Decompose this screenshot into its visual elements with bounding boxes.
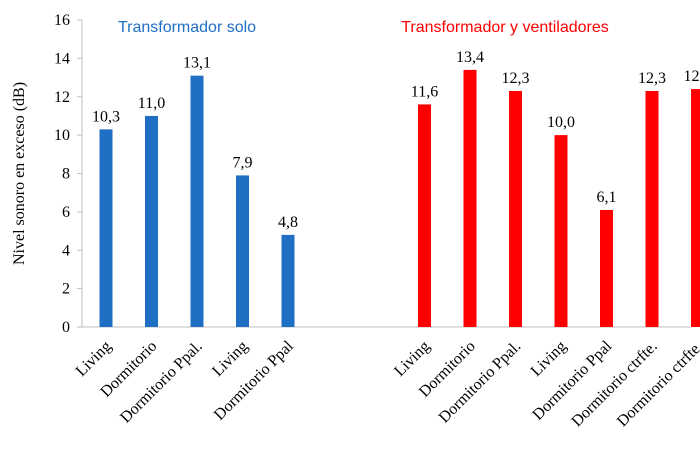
bar xyxy=(281,234,295,327)
y-tick-label: 10 xyxy=(54,127,70,144)
bar xyxy=(236,175,249,327)
group-title: Transformador y ventiladores xyxy=(401,19,609,36)
data-label: 13,1 xyxy=(183,55,211,72)
y-tick-label: 2 xyxy=(62,281,70,298)
bar xyxy=(600,209,613,327)
bar xyxy=(145,115,158,327)
x-tick-label: Dormitorio Ppal. xyxy=(117,338,206,427)
x-tick-label: Dormitorio Ppal xyxy=(529,337,615,423)
axes: 0 2 4 6 8 10 12 14 16 xyxy=(54,12,690,336)
bar xyxy=(509,90,522,328)
bar xyxy=(99,129,113,327)
y-tick-label: 4 xyxy=(62,242,70,259)
x-tick-label: Dormitorio Ppal xyxy=(211,337,297,423)
data-label: 11,6 xyxy=(411,83,438,100)
y-axis-label: Nivel sonoro en exceso (dB) xyxy=(11,82,28,265)
bar xyxy=(554,135,568,327)
x-tick-label: Living xyxy=(528,338,570,380)
bar xyxy=(691,89,700,327)
data-label: 6,1 xyxy=(597,189,617,206)
data-label: 12,3 xyxy=(638,70,666,87)
data-label: 4,8 xyxy=(278,214,298,231)
bar xyxy=(645,90,659,328)
group-title: Transformador solo xyxy=(118,19,256,36)
x-tick-label: Living xyxy=(73,338,115,380)
data-label: 13,4 xyxy=(456,49,484,66)
data-label: 10,0 xyxy=(547,114,575,131)
data-label: 11,0 xyxy=(138,95,165,112)
x-tick-label: Living xyxy=(209,338,251,380)
x-tick-label: Dormitorio Ppal. xyxy=(436,338,525,427)
x-tick-label: Living xyxy=(391,338,433,380)
y-tick-label: 14 xyxy=(54,50,70,67)
y-tick-label: 6 xyxy=(62,204,70,221)
y-tick-label: 8 xyxy=(62,166,70,183)
bar xyxy=(190,75,204,327)
data-label: 12,4 xyxy=(684,68,700,85)
bars xyxy=(99,69,700,328)
data-label: 12,3 xyxy=(502,70,530,87)
data-label: 10,3 xyxy=(92,108,120,125)
y-tick-label: 0 xyxy=(62,319,70,336)
y-tick-label: 16 xyxy=(54,12,70,29)
bar xyxy=(463,69,477,327)
data-label: 7,9 xyxy=(233,154,253,171)
y-tick-label: 12 xyxy=(54,89,70,106)
bar xyxy=(418,104,431,327)
